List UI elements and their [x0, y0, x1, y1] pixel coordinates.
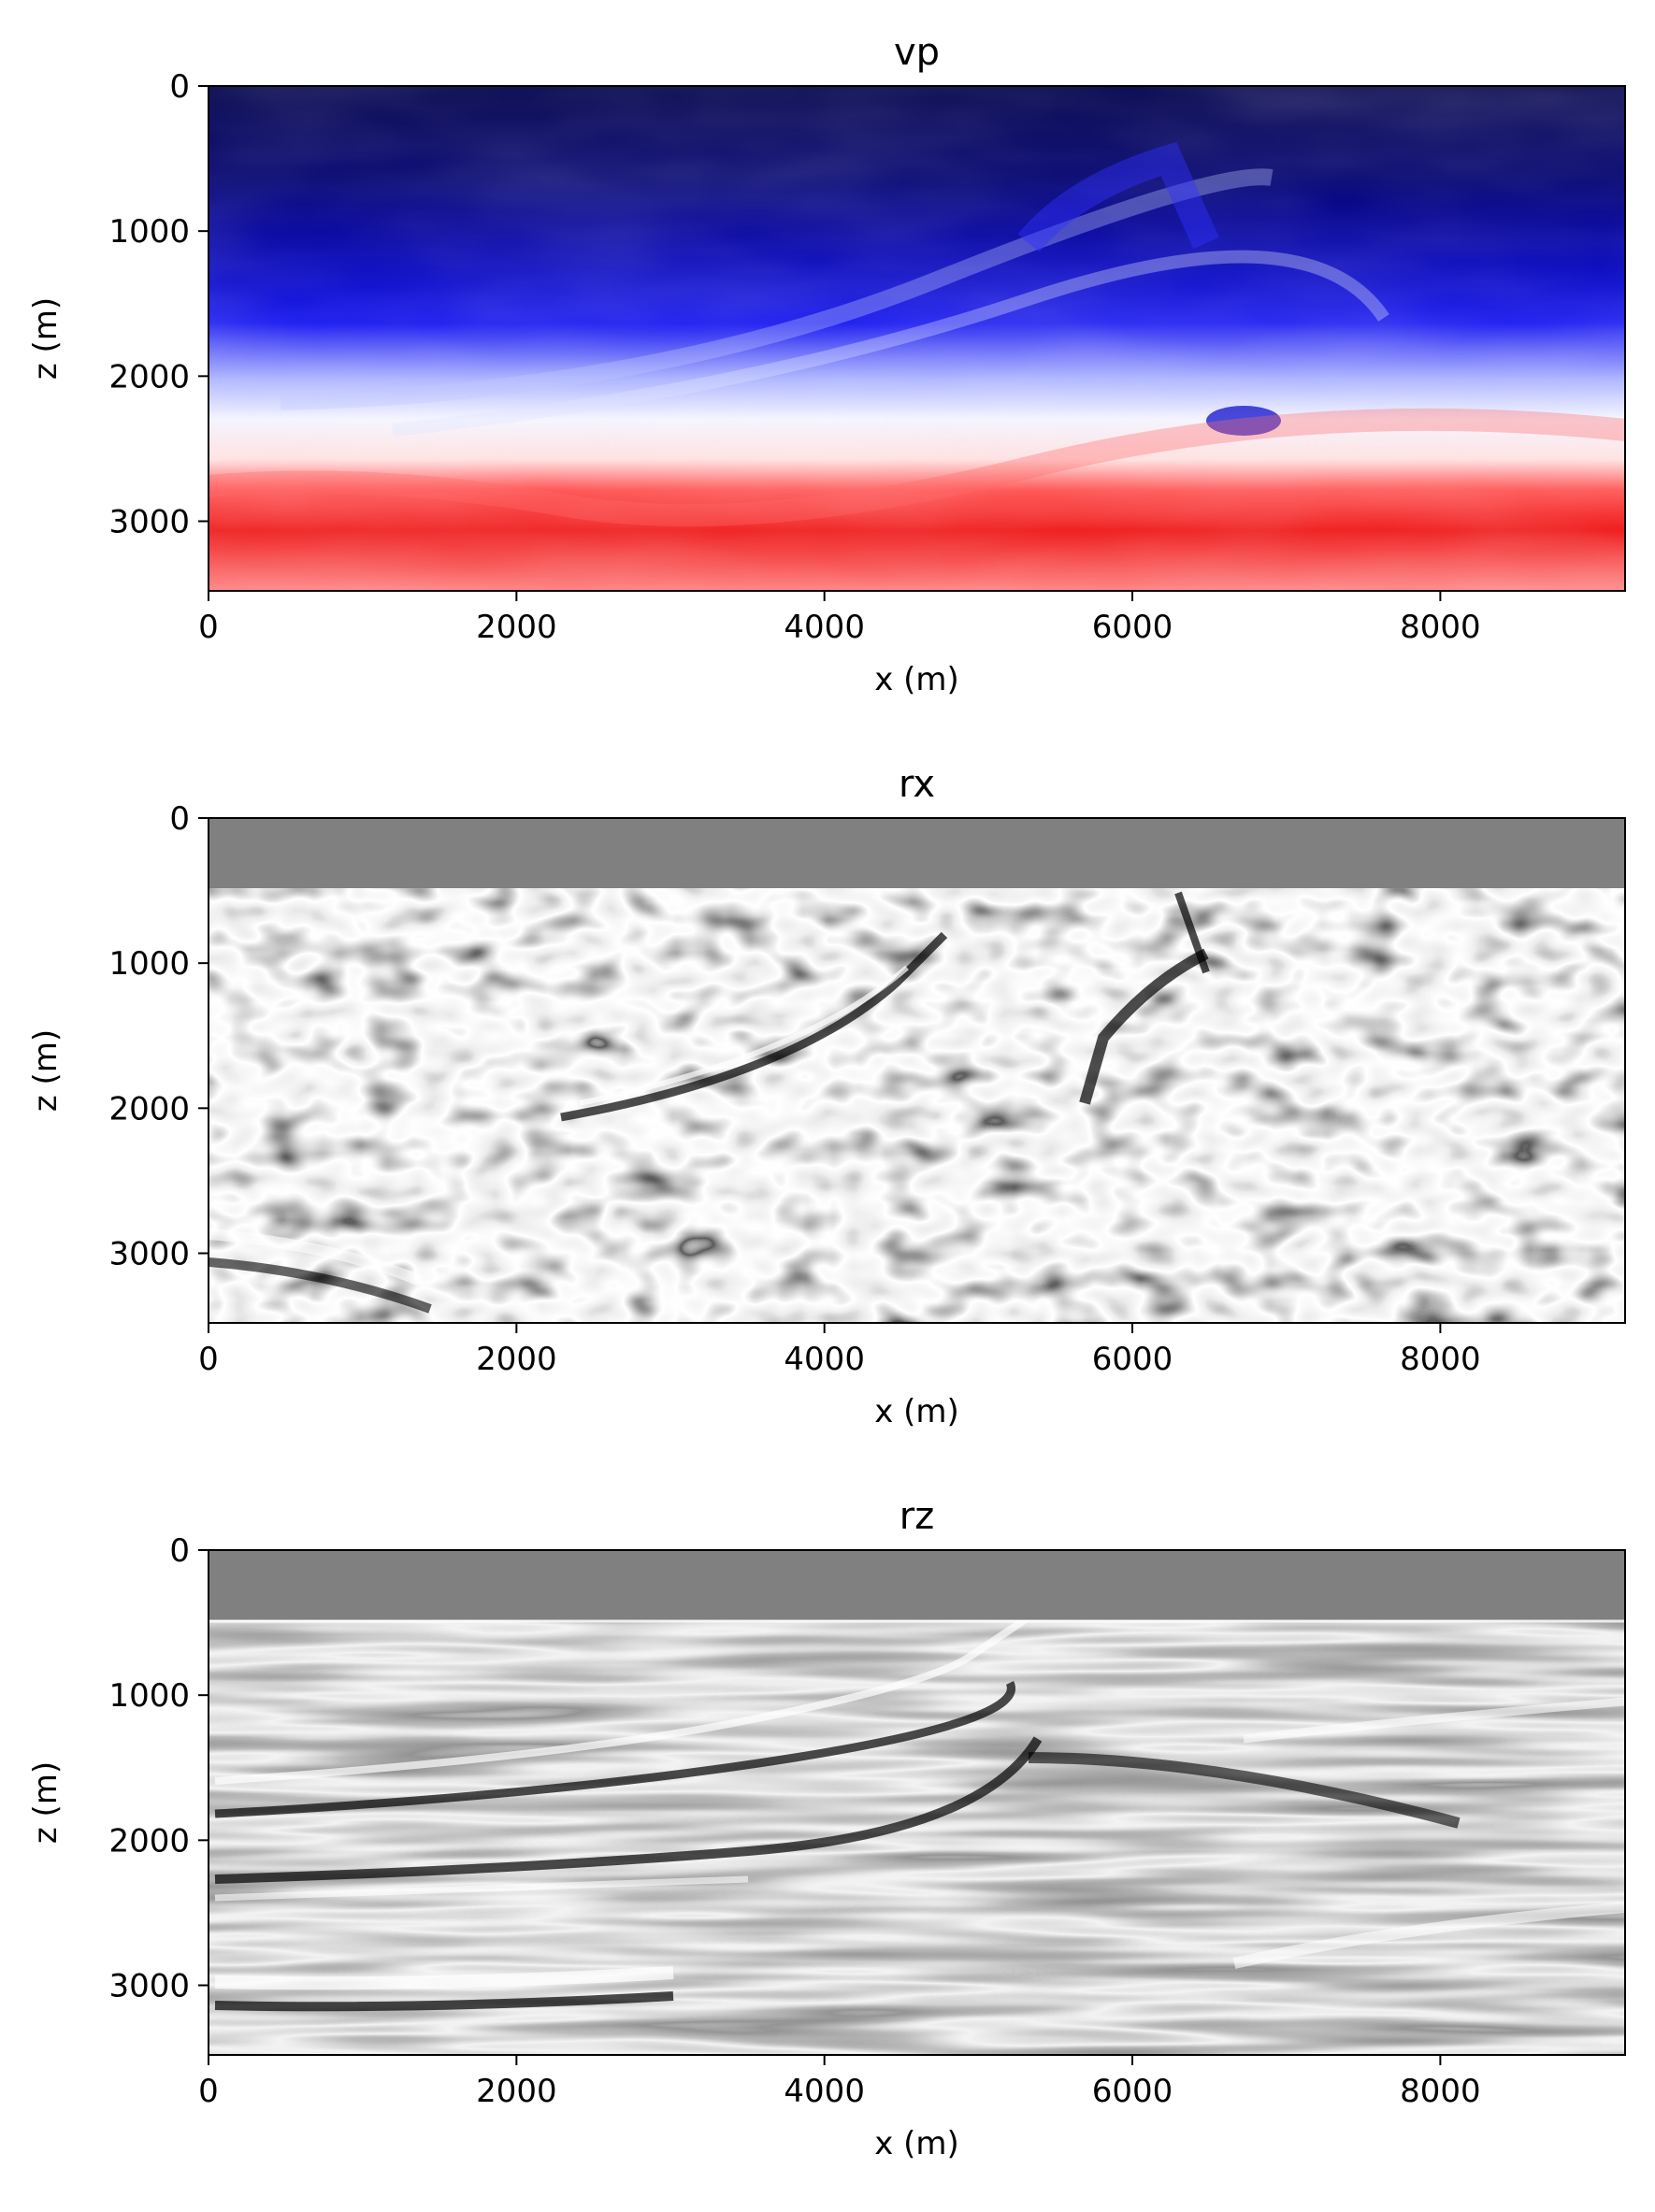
y-tick-label: 0 — [169, 68, 190, 106]
x-tick-label: 2000 — [476, 609, 557, 646]
panel-vp — [209, 86, 1625, 591]
y-tick-label: 1000 — [108, 1677, 190, 1715]
x-tick-label: 2000 — [476, 2073, 557, 2110]
chart-title: vp — [894, 31, 940, 74]
x-tick-label: 0 — [198, 2073, 219, 2110]
axes-rz: rz 0 2000 4000 6000 8000 0 1000 2000 3000 x (m) z (… — [27, 1495, 1626, 2162]
y-tick-label: 0 — [169, 1532, 190, 1570]
y-tick-label: 2000 — [108, 358, 190, 395]
x-tick-label: 8000 — [1400, 609, 1481, 646]
x-tick-label: 6000 — [1092, 2073, 1173, 2110]
x-axis-label: x (m) — [874, 661, 959, 698]
axes-frame — [208, 85, 1626, 592]
y-tick-label: 3000 — [108, 504, 190, 541]
x-tick-label: 8000 — [1400, 2073, 1481, 2110]
chart-title: rx — [899, 763, 935, 806]
rz-image — [209, 1550, 1625, 2055]
x-tick-label: 0 — [198, 609, 219, 646]
panel-rx — [209, 818, 1625, 1323]
y-tick-label: 2000 — [108, 1822, 190, 1860]
x-tick-label: 0 — [198, 1341, 219, 1378]
y-tick-label: 1000 — [108, 213, 190, 251]
x-tick-label: 8000 — [1400, 1341, 1481, 1378]
axes-layer: vp 0 2000 4000 6000 8000 0 1000 2000 3000 x (m) z (… — [27, 31, 1626, 2162]
y-tick-label: 2000 — [108, 1090, 190, 1128]
y-tick-label: 3000 — [108, 1236, 190, 1273]
x-tick-label: 6000 — [1092, 609, 1173, 646]
y-axis-label: z (m) — [27, 1761, 65, 1844]
y-tick-label: 1000 — [108, 945, 190, 983]
y-axis-label: z (m) — [27, 297, 65, 380]
x-axis-label: x (m) — [874, 1393, 959, 1430]
axes-frame — [208, 1549, 1626, 2056]
x-tick-label: 4000 — [784, 1341, 865, 1378]
x-tick-label: 4000 — [784, 609, 865, 646]
y-tick-label: 3000 — [108, 1968, 190, 2005]
y-axis-label: z (m) — [27, 1029, 65, 1112]
panel-rz — [209, 1550, 1625, 2055]
chart-title: rz — [899, 1495, 934, 1538]
x-tick-label: 2000 — [476, 1341, 557, 1378]
axes-vp: vp 0 2000 4000 6000 8000 0 1000 2000 3000 x (m) z (… — [27, 31, 1626, 698]
axes-frame — [208, 817, 1626, 1324]
x-tick-label: 4000 — [784, 2073, 865, 2110]
axes-rx: rx 0 2000 4000 6000 8000 0 1000 2000 3000 x (m) z (… — [27, 763, 1626, 1430]
vp-image — [209, 86, 1625, 591]
rx-image — [209, 818, 1625, 1323]
y-tick-label: 0 — [169, 800, 190, 838]
x-tick-label: 6000 — [1092, 1341, 1173, 1378]
x-axis-label: x (m) — [874, 2125, 959, 2162]
